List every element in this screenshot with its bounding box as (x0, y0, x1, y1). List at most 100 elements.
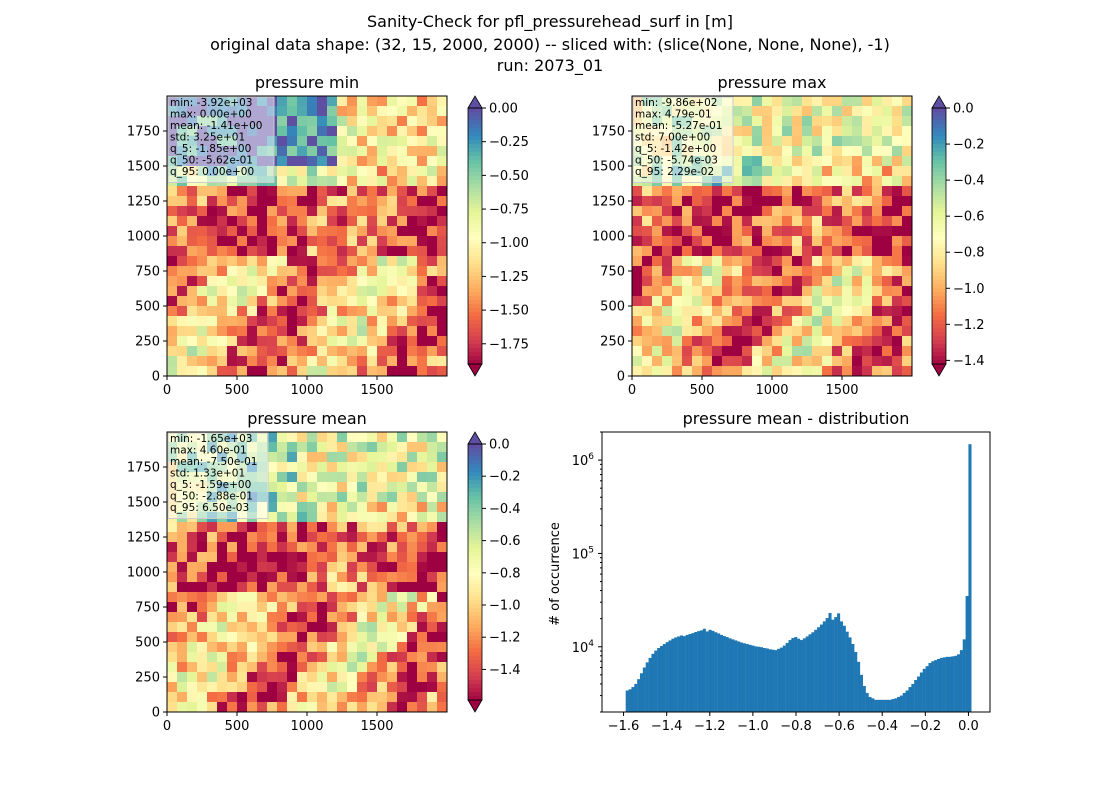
heat-cell (762, 196, 773, 207)
heat-cell (802, 126, 813, 137)
heat-cell (417, 562, 428, 573)
heat-cell (177, 632, 188, 643)
heat-cell (367, 306, 378, 317)
heat-cell (277, 592, 288, 603)
heat-cell (652, 326, 663, 337)
heat-cell (297, 562, 308, 573)
heat-cell (317, 346, 328, 357)
heat-cell (337, 432, 348, 443)
heat-cell (207, 306, 218, 317)
heat-cell (762, 186, 773, 197)
heat-cell (347, 226, 358, 237)
heat-cell (207, 276, 218, 287)
heat-cell (702, 306, 713, 317)
heat-cell (247, 662, 258, 673)
heat-cell (207, 356, 218, 367)
heat-cell (167, 632, 178, 643)
heat-cell (427, 326, 438, 337)
histogram-bar (677, 636, 681, 712)
colorbar-segment (468, 560, 482, 565)
colorbar-segment (468, 352, 482, 357)
heat-cell (427, 452, 438, 463)
heat-cell (872, 326, 883, 337)
histogram-bar (917, 676, 921, 712)
colorbar-segment (932, 188, 946, 193)
heat-cell (187, 346, 198, 357)
heat-cell (407, 492, 418, 503)
heat-cell (712, 226, 723, 237)
heat-cell (347, 186, 358, 197)
heat-cell (297, 552, 308, 563)
heat-cell (397, 106, 408, 117)
heat-cell (662, 366, 673, 377)
heat-cell (367, 236, 378, 247)
colorbar-tick-label: −0.6 (489, 534, 521, 549)
heat-cell (427, 176, 438, 187)
heat-cell (437, 326, 448, 337)
heat-cell (357, 336, 368, 347)
colorbar-tick-label: −1.50 (489, 304, 529, 319)
heat-cell (672, 356, 683, 367)
heat-cell (317, 502, 328, 513)
heat-cell (317, 572, 328, 583)
heat-cell (357, 552, 368, 563)
heat-cell (227, 572, 238, 583)
heat-cell (187, 246, 198, 257)
heat-cell (417, 136, 428, 147)
heat-cell (227, 562, 238, 573)
heat-cell (337, 512, 348, 523)
heat-cell (862, 116, 873, 127)
histogram-bar (868, 696, 872, 712)
heat-cell (397, 572, 408, 583)
histogram-bar (954, 655, 958, 712)
heat-cell (217, 542, 228, 553)
heat-cell (387, 356, 398, 367)
heat-cell (387, 366, 398, 377)
colorbar-segment (468, 660, 482, 665)
heat-cell (882, 126, 893, 137)
heat-cell (347, 632, 358, 643)
heat-cell (852, 296, 863, 307)
histogram-bar (777, 648, 781, 712)
heat-cell (217, 682, 228, 693)
heat-cell (287, 146, 298, 157)
heat-cell (297, 276, 308, 287)
heat-cell (742, 106, 753, 117)
heat-cell (227, 266, 238, 277)
heat-cell (842, 336, 853, 347)
heat-cell (277, 522, 288, 533)
heat-cell (852, 286, 863, 297)
colorbar-segment (932, 344, 946, 349)
x-tick-label: 1000 (290, 383, 323, 398)
heat-cell (792, 136, 803, 147)
heat-cell (772, 106, 783, 117)
heat-cell (437, 492, 448, 503)
heat-cell (812, 136, 823, 147)
histogram-bar (679, 635, 684, 712)
heat-cell (692, 346, 703, 357)
heat-cell (407, 612, 418, 623)
heat-cell (842, 136, 853, 147)
x-tick-label: −0.8 (780, 719, 812, 734)
heat-cell (217, 286, 228, 297)
heat-cell (397, 442, 408, 453)
heat-cell (762, 306, 773, 317)
heat-cell (437, 366, 448, 377)
stats-line: mean: -1.41e+00 (170, 120, 262, 132)
heat-cell (822, 166, 833, 177)
heat-cell (387, 432, 398, 443)
heat-cell (662, 206, 673, 217)
heat-cell (327, 146, 338, 157)
heat-cell (287, 632, 298, 643)
heat-cell (287, 226, 298, 237)
heat-cell (772, 326, 783, 337)
heat-cell (417, 702, 428, 713)
heat-cell (377, 522, 388, 533)
histogram-bar (717, 633, 721, 712)
heat-cell (167, 622, 178, 633)
heat-cell (872, 246, 883, 257)
heat-cell (782, 176, 793, 187)
heat-cell (297, 156, 308, 167)
heat-cell (892, 196, 903, 207)
